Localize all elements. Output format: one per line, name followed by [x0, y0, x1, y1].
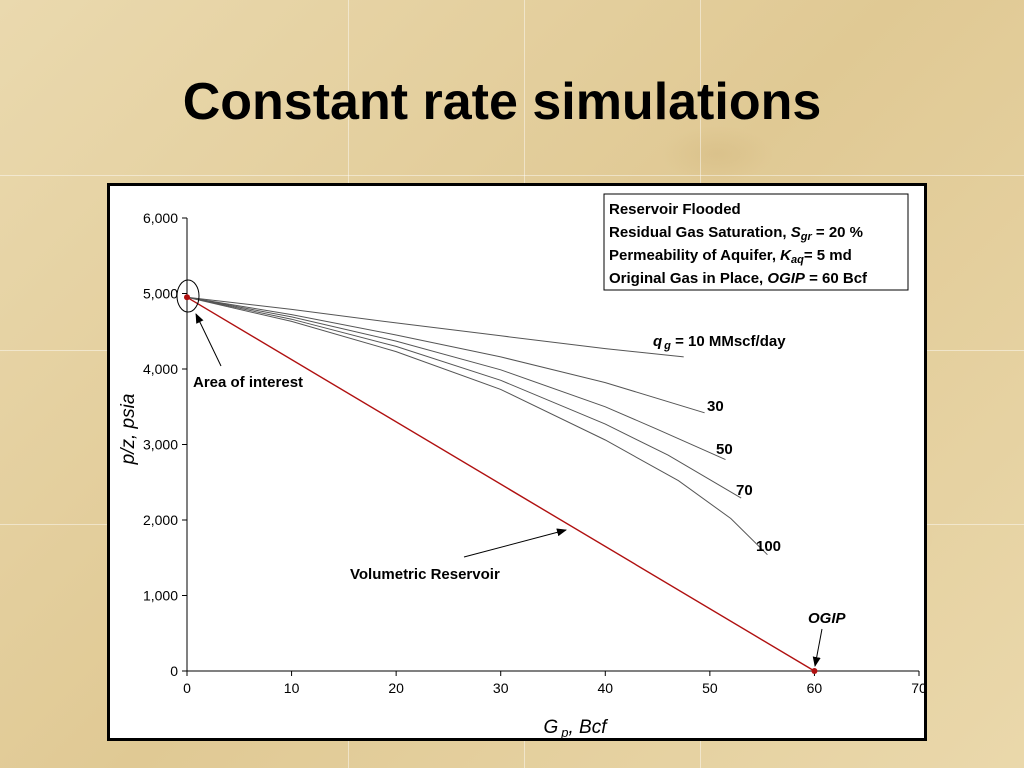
ogip-label: OGIP: [808, 610, 847, 627]
x-axis-label-rest: , Bcf: [569, 717, 609, 738]
volumetric-line: [186, 296, 815, 672]
volumetric-arrow: [463, 528, 567, 558]
volumetric-point: [811, 668, 818, 674]
y-tick-label: 0: [170, 663, 178, 679]
series-line-50: [186, 296, 726, 461]
series-label-100: 100: [756, 538, 781, 555]
volumetric-label: Volumetric Reservoir: [350, 566, 500, 583]
axis-ticks: 0 1,000 2,000 3,000 4,000 5,000 6,000 0 10 20 30 40…: [143, 210, 927, 696]
x-tick-label: 0: [183, 680, 191, 696]
series-label-30: 30: [707, 398, 724, 415]
x-tick-label: 50: [702, 680, 718, 696]
x-tick-label: 10: [284, 680, 300, 696]
y-tick-label: 4,000: [143, 361, 178, 377]
info-line-3: Permeability of Aquifer, Kaq= 5 md: [609, 247, 852, 266]
y-tick-label: 6,000: [143, 210, 178, 226]
simulation-curves: [184, 294, 818, 674]
series-line-30: [186, 296, 705, 414]
chart-frame: 0 1,000 2,000 3,000 4,000 5,000 6,000 0 10 20 30 40…: [107, 183, 927, 741]
y-tick-label: 1,000: [143, 588, 178, 604]
area-of-interest-label: Area of interest: [193, 374, 303, 391]
info-box-border: [603, 193, 909, 291]
chart: 0 1,000 2,000 3,000 4,000 5,000 6,000 0 10 20 30 40…: [118, 193, 927, 740]
info-line-2: Residual Gas Saturation, Sgr = 20 %: [609, 224, 863, 243]
series-line-100: [186, 296, 768, 556]
series-line-10: [186, 296, 684, 358]
info-box: Reservoir Flooded Residual Gas Saturatio…: [603, 193, 909, 291]
y-axis-label: p/z, psia: [118, 394, 139, 466]
area-of-interest-arrow: [195, 313, 222, 367]
x-tick-label: 30: [493, 680, 509, 696]
info-line-4: Original Gas in Place, OGIP = 60 Bcf: [609, 270, 868, 287]
x-tick-label: 70: [911, 680, 924, 696]
volumetric-point: [184, 294, 190, 301]
area-of-interest-circle: [176, 279, 200, 313]
x-axis-label-sub: p: [560, 725, 568, 738]
x-tick-label: 40: [597, 680, 613, 696]
x-tick-label: 60: [807, 680, 823, 696]
y-tick-label: 5,000: [143, 286, 178, 302]
ogip-arrow: [812, 628, 823, 667]
x-axis-label-main: G: [543, 717, 558, 738]
x-tick-label: 20: [388, 680, 404, 696]
series-label-50: 50: [716, 441, 733, 458]
series-label-70: 70: [736, 482, 753, 499]
y-tick-label: 2,000: [143, 512, 178, 528]
y-tick-label: 3,000: [143, 437, 178, 453]
background-tile-line: [0, 175, 1024, 176]
slide-title: Constant rate simulations: [182, 73, 822, 131]
series-line-70: [186, 296, 742, 499]
info-line-1: Reservoir Flooded: [609, 201, 741, 218]
